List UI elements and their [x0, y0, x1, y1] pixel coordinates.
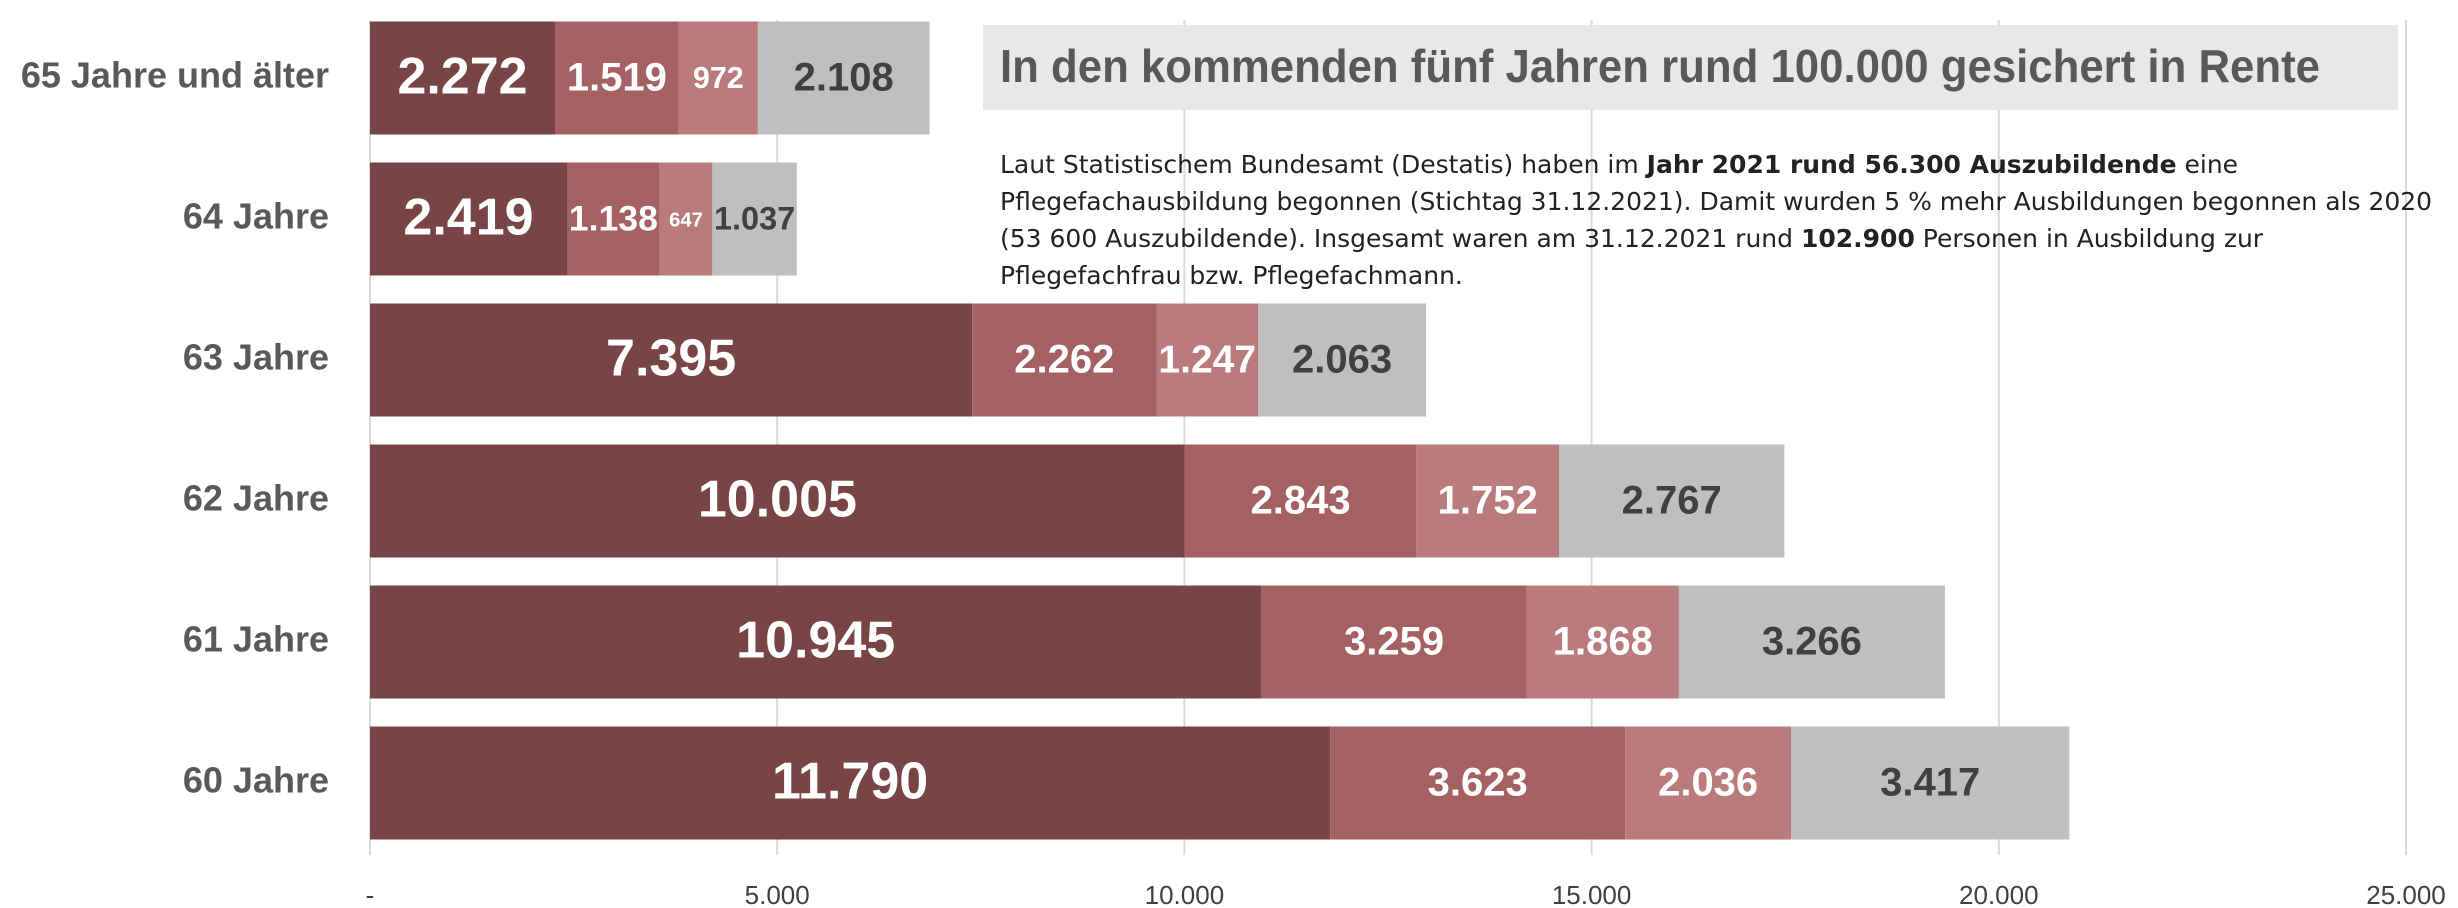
- bar-segment: [712, 162, 797, 276]
- value-label: 2.036: [1658, 761, 1758, 805]
- x-tick-label: 10.000: [1145, 880, 1225, 908]
- bar-segment: [1416, 444, 1560, 558]
- value-label: 1.247: [1158, 338, 1256, 381]
- bar-segment: [1258, 303, 1427, 417]
- y-tick-label: 60 Jahre: [183, 760, 329, 801]
- value-label: 972: [693, 61, 744, 95]
- x-tick-label: 20.000: [1959, 880, 2039, 908]
- value-label: 2.419: [403, 189, 533, 247]
- value-label: 2.108: [794, 56, 894, 100]
- x-tick-label: 15.000: [1552, 880, 1632, 908]
- bar-segment: [567, 162, 660, 276]
- bar-segment: [1625, 726, 1792, 840]
- value-label: 1.138: [569, 198, 658, 238]
- value-label: 7.395: [606, 330, 736, 388]
- y-tick-label: 61 Jahre: [183, 619, 329, 660]
- value-label: 3.259: [1344, 620, 1444, 664]
- bar-segment: [555, 21, 679, 135]
- value-label: 11.790: [772, 753, 928, 811]
- bar-segment: [1678, 585, 1945, 699]
- annotation-run: Laut Statistischem Bundesamt (Destatis) …: [1000, 150, 1647, 179]
- value-label: 3.623: [1428, 761, 1528, 805]
- annotation: Laut Statistischem Bundesamt (Destatis) …: [1000, 146, 2440, 294]
- x-tick-label: 25.000: [2366, 880, 2446, 908]
- value-label: 647: [669, 209, 703, 231]
- value-label: 1.752: [1438, 479, 1538, 523]
- bars: 65 Jahre und älter 2.272 1.519 972 2.108 64 J…: [21, 21, 2070, 840]
- annotation-run: Jahr 2021 rund 56.300 Auszubildende: [1646, 150, 2177, 179]
- value-label: 2.262: [1014, 338, 1114, 382]
- bar-segment: [1261, 585, 1527, 699]
- x-tick-label: 5.000: [745, 880, 810, 908]
- y-tick-label: 65 Jahre und älter: [21, 55, 329, 96]
- bar-segment: [1526, 585, 1679, 699]
- bar-segment: [757, 21, 930, 135]
- value-label: 10.945: [736, 612, 895, 670]
- value-label: 3.266: [1762, 620, 1862, 664]
- bar-segment: [972, 303, 1157, 417]
- value-label: 3.417: [1880, 761, 1980, 805]
- y-tick-label: 64 Jahre: [183, 196, 329, 237]
- bar-segment: [1559, 444, 1785, 558]
- chart-title: In den kommenden fünf Jahren rund 100.00…: [1000, 40, 2320, 92]
- bar-segment: [1791, 726, 2070, 840]
- bar-segment: [370, 303, 973, 417]
- bar-segment: [370, 444, 1185, 558]
- bar-segment: [370, 726, 1331, 840]
- annotation-run: eine Pflegefachausbildung begonnen (Stic…: [1000, 150, 2433, 253]
- bar-segment: [659, 162, 713, 276]
- value-label: 2.767: [1622, 479, 1722, 523]
- value-label: 1.519: [567, 56, 667, 100]
- annotation-run: Personen in Ausbildung zur Pflegefachfra…: [1000, 224, 2264, 290]
- value-label: 10.005: [698, 471, 857, 529]
- title-box: [983, 25, 2398, 110]
- bar-segment: [1330, 726, 1626, 840]
- value-label: 2.063: [1292, 338, 1392, 382]
- y-tick-label: 62 Jahre: [183, 478, 329, 519]
- x-tick-label: -: [366, 880, 375, 908]
- value-label: 1.868: [1553, 620, 1653, 664]
- bar-segment: [370, 21, 556, 135]
- value-label: 2.272: [397, 48, 527, 106]
- annotation-run: 102.900: [1800, 224, 1915, 253]
- grid: - 5.000 10.000 15.000 20.000 25.000: [366, 20, 2446, 908]
- y-tick-label: 63 Jahre: [183, 337, 329, 378]
- value-label: 2.843: [1251, 479, 1351, 523]
- bar-segment: [678, 21, 758, 135]
- bar-segment: [370, 585, 1262, 699]
- bar-segment: [1184, 444, 1417, 558]
- value-label: 1.037: [714, 201, 795, 237]
- bar-segment: [370, 162, 568, 276]
- bar-segment: [1156, 303, 1259, 417]
